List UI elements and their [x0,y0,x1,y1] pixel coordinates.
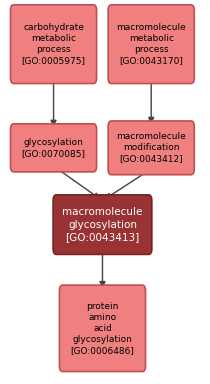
Text: macromolecule
modification
[GO:0043412]: macromolecule modification [GO:0043412] [116,132,186,164]
FancyBboxPatch shape [59,285,146,372]
Text: macromolecule
metabolic
process
[GO:0043170]: macromolecule metabolic process [GO:0043… [116,23,186,65]
FancyBboxPatch shape [108,5,194,84]
FancyBboxPatch shape [10,5,97,84]
Text: carbohydrate
metabolic
process
[GO:0005975]: carbohydrate metabolic process [GO:00059… [22,23,85,65]
FancyBboxPatch shape [108,121,194,175]
Text: glycosylation
[GO:0070085]: glycosylation [GO:0070085] [22,138,85,158]
Text: macromolecule
glycosylation
[GO:0043413]: macromolecule glycosylation [GO:0043413] [62,207,143,242]
FancyBboxPatch shape [53,195,152,255]
FancyBboxPatch shape [10,124,97,172]
Text: protein
amino
acid
glycosylation
[GO:0006486]: protein amino acid glycosylation [GO:000… [71,301,134,355]
